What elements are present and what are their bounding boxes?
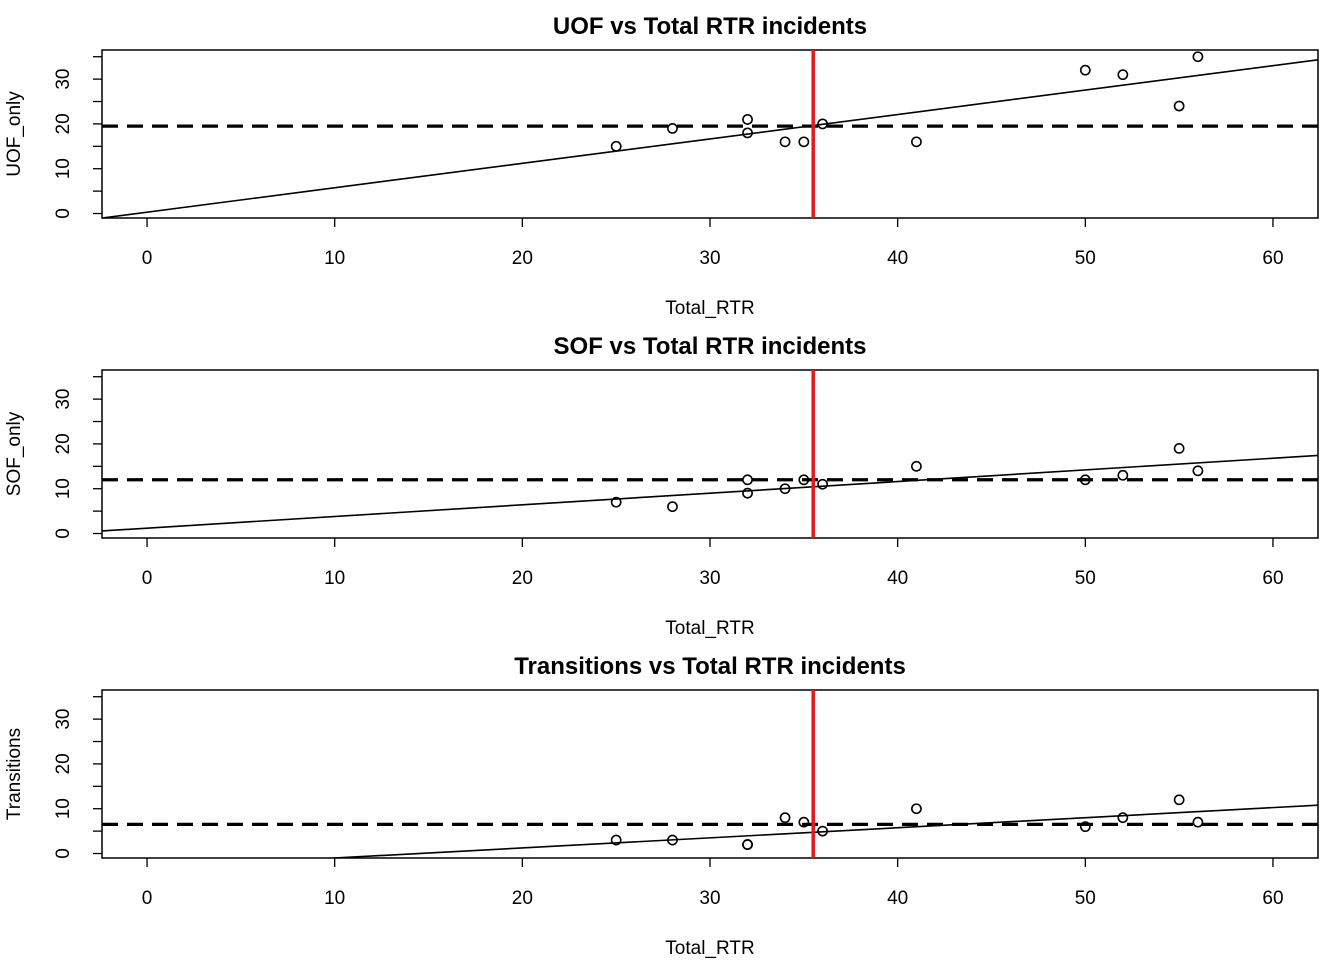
data-point [798, 136, 810, 148]
x-tick-label: 50 [1075, 888, 1096, 909]
x-axis-label: Total_RTR [665, 298, 754, 319]
data-point [610, 496, 622, 508]
y-tick-label: 0 [53, 208, 74, 219]
x-tick-label: 10 [324, 248, 345, 269]
data-point [911, 803, 922, 815]
y-tick-label: 10 [53, 478, 74, 499]
x-tick-label: 0 [142, 568, 153, 589]
y-axis-label: Transitions [4, 728, 25, 820]
plot-frame [101, 689, 1319, 859]
data-point [1192, 816, 1204, 828]
x-tick-label: 0 [142, 248, 153, 269]
data-point [911, 460, 922, 472]
y-tick-label: 20 [53, 753, 74, 774]
y-axis-label: SOF_only [4, 411, 25, 496]
fit-line [102, 454, 1318, 532]
x-tick-label: 40 [887, 248, 908, 269]
x-tick-label: 50 [1075, 248, 1096, 269]
data-point [1079, 474, 1091, 486]
data-point [1173, 100, 1185, 112]
data-point [817, 478, 828, 490]
x-axis-label: Total_RTR [665, 618, 754, 639]
data-point [1192, 51, 1204, 63]
plot-frame [101, 49, 1319, 219]
data-point [1079, 64, 1091, 76]
y-tick-label: 20 [53, 433, 74, 454]
y-tick-label: 30 [53, 69, 74, 90]
y-tick-label: 30 [53, 709, 74, 730]
x-tick-label: 50 [1075, 568, 1096, 589]
data-point [817, 825, 828, 837]
chart-panel-2: SOF vs Total RTR incidents 0 10 20 30 40 50 60 T… [4, 333, 1319, 639]
data-point [1173, 794, 1185, 806]
data-point [742, 474, 753, 486]
data-point [1079, 821, 1091, 833]
data-point [1117, 69, 1129, 81]
x-tick-label: 10 [324, 568, 345, 589]
fit-line [319, 804, 1318, 858]
y-tick-label: 10 [53, 798, 74, 819]
x-tick-label: 30 [699, 248, 720, 269]
data-point [779, 812, 791, 824]
x-tick-label: 20 [512, 248, 533, 269]
data-point [779, 483, 791, 495]
data-point [742, 487, 753, 499]
data-point [742, 114, 753, 125]
plot-frame [101, 369, 1319, 539]
x-tick-label: 10 [324, 888, 345, 909]
x-tick-label: 60 [1262, 888, 1283, 909]
x-tick-label: 20 [512, 888, 533, 909]
x-tick-label: 60 [1262, 248, 1283, 269]
y-tick-label: 20 [53, 113, 74, 134]
y-tick-label: 0 [53, 848, 74, 859]
data-point [911, 136, 922, 148]
data-point [798, 474, 810, 486]
plot-area [102, 50, 1318, 218]
chart-title: SOF vs Total RTR incidents [554, 333, 867, 360]
fit-line [102, 59, 1318, 218]
data-point [742, 839, 753, 850]
y-tick-label: 10 [53, 158, 74, 179]
data-point [798, 816, 810, 828]
plot-area [102, 690, 1318, 858]
x-tick-label: 40 [887, 888, 908, 909]
x-tick-label: 60 [1262, 568, 1283, 589]
x-tick-label: 40 [887, 568, 908, 589]
x-tick-label: 0 [142, 888, 153, 909]
plot-area [102, 370, 1318, 538]
data-point [610, 834, 622, 846]
data-point [667, 834, 678, 846]
y-tick-label: 0 [53, 528, 74, 539]
data-point [779, 136, 791, 148]
data-point [1117, 469, 1129, 481]
data-point [1173, 442, 1185, 454]
x-tick-label: 30 [699, 568, 720, 589]
data-point [610, 140, 622, 152]
data-point [817, 118, 828, 130]
data-point [1117, 812, 1129, 824]
chart-title: UOF vs Total RTR incidents [553, 13, 867, 40]
x-tick-label: 30 [699, 888, 720, 909]
data-point [742, 127, 753, 139]
chart-panel-3: Transitions vs Total RTR incidents 0 10 20 3… [4, 653, 1319, 959]
y-axis-label: UOF_only [4, 91, 25, 177]
x-tick-label: 20 [512, 568, 533, 589]
x-axis-label: Total_RTR [665, 938, 754, 959]
data-point [667, 122, 678, 134]
data-point [667, 501, 678, 513]
data-point [1192, 465, 1204, 477]
y-tick-label: 30 [53, 389, 74, 410]
chart-panel-1: UOF vs Total RTR incidents 0 10 20 30 40 50 60 T… [4, 13, 1319, 319]
chart-title: Transitions vs Total RTR incidents [514, 653, 906, 680]
